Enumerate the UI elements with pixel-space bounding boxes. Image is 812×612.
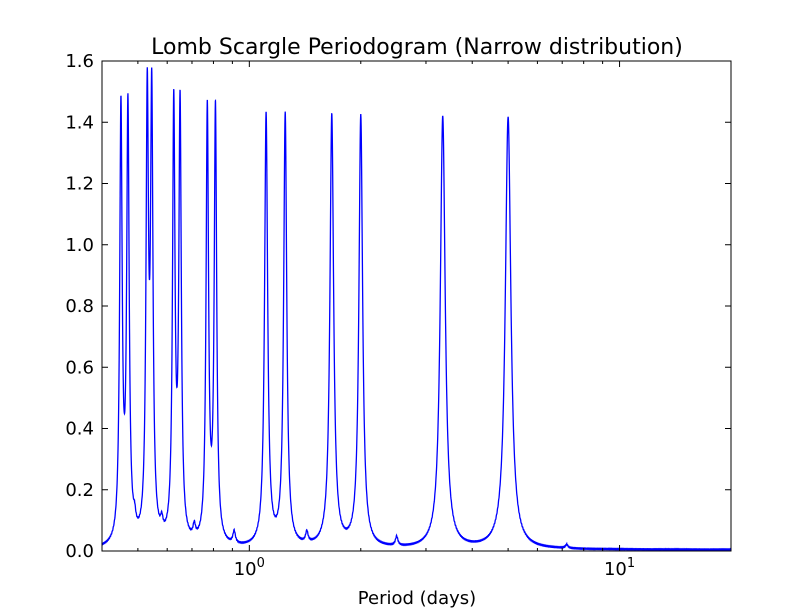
- y-tick-label: 0.2: [65, 480, 94, 501]
- y-tick-label: 0.8: [65, 296, 94, 317]
- x-tick-label: 100: [234, 556, 265, 580]
- y-tick-label: 0.4: [65, 419, 94, 440]
- y-tick-label: 0.0: [65, 541, 94, 562]
- y-tick-label: 1.6: [65, 51, 94, 72]
- y-tick-label: 1.0: [65, 235, 94, 256]
- x-axis-label: Period (days): [358, 588, 476, 609]
- chart-title: Lomb Scargle Periodogram (Narrow distrib…: [151, 35, 683, 60]
- y-tick-label: 1.2: [65, 174, 94, 195]
- y-tick-label: 0.6: [65, 357, 94, 378]
- y-tick-label: 1.4: [65, 112, 94, 133]
- series-line: [101, 67, 732, 552]
- x-tick-label: 101: [604, 556, 635, 580]
